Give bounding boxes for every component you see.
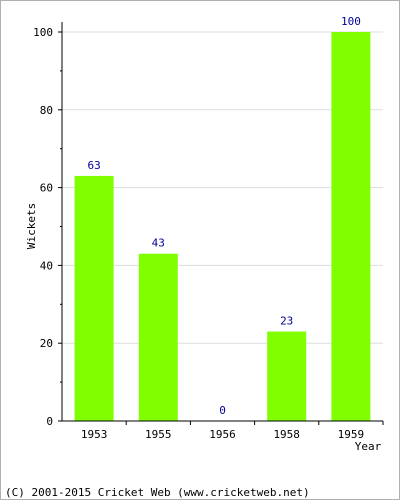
tick-labels: 0 20 40 60 80 100 1953 1955 1956 1958 1959 (33, 26, 364, 441)
x-axis-title: Year (355, 440, 382, 453)
bars (74, 32, 371, 421)
y-tick-label: 100 (33, 26, 53, 39)
copyright-footer: (C) 2001-2015 Cricket Web (www.cricketwe… (5, 486, 310, 499)
y-axis-title: Wickets (25, 203, 38, 249)
y-tick-label: 80 (40, 104, 53, 117)
y-tick-label: 0 (46, 415, 53, 428)
x-tick-label-1956: 1956 (209, 428, 236, 441)
x-tick-label-1955: 1955 (145, 428, 172, 441)
bar-1958 (267, 331, 307, 421)
y-tick-label: 20 (40, 337, 53, 350)
data-label-1959: 100 (341, 15, 361, 28)
data-label-1953: 63 (87, 159, 100, 172)
y-tick-label: 60 (40, 182, 53, 195)
bar-1953 (74, 175, 114, 421)
grid-lines (62, 31, 383, 344)
axes (58, 22, 384, 425)
x-tick-label-1959: 1959 (338, 428, 365, 441)
data-label-1956: 0 (219, 404, 226, 417)
data-label-1955: 43 (152, 237, 165, 250)
data-labels: 63 43 0 23 100 (87, 15, 360, 417)
x-tick-label-1958: 1958 (273, 428, 300, 441)
x-tick-label-1953: 1953 (81, 428, 108, 441)
bar-1955 (138, 253, 178, 421)
y-tick-label: 40 (40, 259, 53, 272)
bar-1959 (331, 32, 371, 421)
data-label-1958: 23 (280, 315, 293, 328)
